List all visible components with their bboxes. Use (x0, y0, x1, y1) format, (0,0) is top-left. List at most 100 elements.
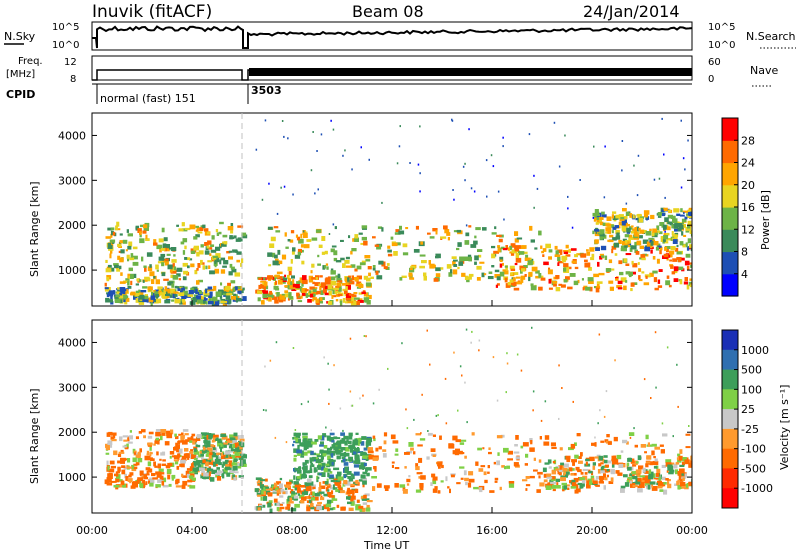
velocity-cell (355, 455, 360, 461)
power-cell (685, 242, 688, 248)
velocity-cell (332, 484, 335, 489)
power-cell (310, 169, 313, 172)
power-cell (618, 239, 622, 244)
power-cell (257, 297, 261, 302)
velocity-cell (390, 434, 396, 440)
power-cell (160, 248, 166, 251)
velocity-cell (236, 463, 242, 467)
velocity-cell (235, 471, 239, 474)
velocity-cell (430, 448, 436, 452)
power-cell (543, 261, 549, 266)
power-cell (363, 292, 368, 297)
power-cell (110, 233, 113, 238)
power-cell (278, 299, 284, 303)
velocity-cell (175, 479, 179, 485)
power-cell (419, 172, 421, 175)
power-cell (290, 259, 293, 264)
velocity-cell (265, 409, 267, 412)
velocity-cell (437, 462, 443, 467)
power-cell (136, 278, 139, 282)
power-cell (673, 208, 680, 213)
power-cell (415, 225, 419, 230)
power-cell (174, 294, 178, 297)
power-cell (351, 297, 355, 302)
power-cell (390, 236, 394, 240)
power-cell (536, 187, 539, 190)
velocity-cell (413, 451, 416, 455)
power-cell (328, 290, 332, 296)
power-cell (514, 231, 519, 236)
velocity-cell (275, 481, 281, 485)
velocity-cell (452, 435, 458, 441)
power-cell (300, 295, 303, 299)
velocity-cell (192, 440, 196, 445)
velocity-cell (572, 461, 575, 466)
power-cell (593, 145, 595, 148)
velocity-cell (561, 387, 563, 389)
power-cell (354, 276, 359, 282)
power-cell (272, 260, 279, 266)
power-cell (232, 249, 238, 253)
power-cell (299, 277, 304, 282)
velocity-cell (186, 468, 192, 471)
power-cell (593, 273, 600, 278)
velocity-cell (387, 367, 389, 370)
power-cell (611, 214, 614, 219)
power-cell (615, 214, 620, 219)
velocity-cell (348, 477, 354, 482)
power-cell (420, 241, 424, 245)
velocity-cell (109, 460, 115, 465)
velocity-cell (117, 453, 122, 457)
power-cell (676, 213, 681, 216)
power-cell (457, 242, 462, 247)
power-cell (226, 293, 233, 296)
velocity-cell (550, 481, 556, 485)
power-cell (348, 281, 355, 285)
velocity-cell (550, 442, 556, 447)
velocity-cell (427, 430, 429, 432)
power-cell (607, 229, 612, 234)
velocity-cell (227, 440, 233, 443)
power-cell (210, 249, 217, 253)
power-cell (206, 245, 210, 249)
velocity-cell (656, 473, 660, 477)
power-cell (332, 128, 335, 131)
power-cell (363, 297, 370, 302)
velocity-cell (135, 454, 141, 459)
velocity-cell (179, 463, 182, 467)
velocity-cell (238, 440, 243, 444)
velocity-cell (367, 450, 374, 454)
velocity-cell (339, 490, 345, 494)
velocity-cell (563, 463, 569, 468)
velocity-cell (328, 402, 330, 405)
velocity-cell (365, 498, 370, 501)
velocity-cell (341, 456, 345, 459)
velocity-cell (176, 447, 179, 453)
power-cell (127, 245, 132, 250)
power-cell (496, 276, 501, 281)
velocity-cell (177, 453, 181, 458)
power-cell (684, 260, 690, 266)
power-cell (222, 234, 228, 238)
power-cell (258, 277, 262, 280)
power-cell (119, 292, 123, 296)
power-cell (656, 243, 661, 247)
velocity-cell (278, 503, 283, 506)
power-colorbar-segment (722, 140, 738, 164)
velocity-cell (190, 454, 197, 459)
velocity-cell (681, 486, 686, 489)
velocity-cell (200, 432, 207, 436)
power-cell (372, 236, 376, 239)
power-cell (118, 241, 122, 246)
velocity-cell (578, 460, 583, 464)
nsky-tick-top: 10^5 (52, 22, 79, 33)
power-cell (604, 145, 606, 148)
velocity-cell (603, 459, 608, 464)
power-cell (110, 301, 114, 305)
power-cell (443, 225, 448, 230)
velocity-cell (325, 463, 330, 466)
power-cell (595, 231, 598, 234)
power-cell (219, 221, 224, 225)
velocity-cell (539, 482, 545, 487)
power-cell (193, 245, 199, 251)
